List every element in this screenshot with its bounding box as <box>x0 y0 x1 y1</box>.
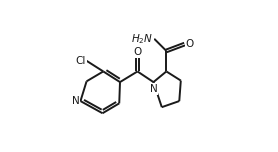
Text: $H_2N$: $H_2N$ <box>131 32 153 46</box>
Text: $H_2N$: $H_2N$ <box>131 32 153 46</box>
Text: N: N <box>71 96 79 106</box>
Text: H: H <box>146 34 153 44</box>
Text: O: O <box>133 47 142 57</box>
Text: O: O <box>186 39 194 49</box>
Text: N: N <box>150 84 157 94</box>
Text: Cl: Cl <box>75 56 86 66</box>
